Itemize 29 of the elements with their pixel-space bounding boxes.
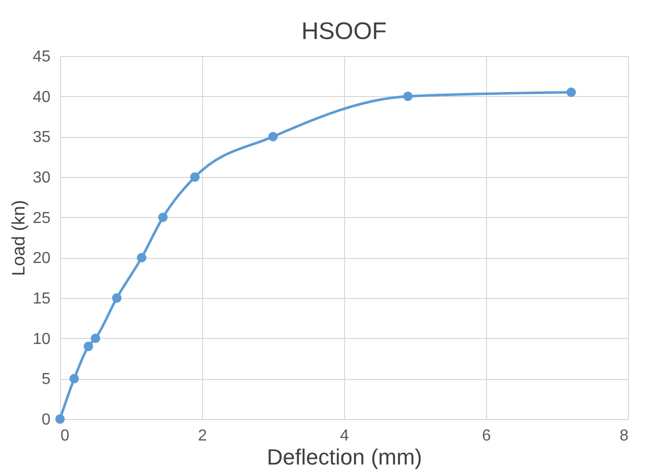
y-tick-label: 5 <box>42 371 51 388</box>
y-tick-label: 20 <box>32 250 51 268</box>
y-tick-label: 40 <box>32 88 51 106</box>
point <box>84 342 94 352</box>
x-tick-label: 6 <box>482 428 492 444</box>
y-tick-label: 25 <box>32 210 51 227</box>
y-tick-label: 30 <box>32 170 51 186</box>
point <box>136 252 146 262</box>
chart-title: HSOOF <box>301 18 387 45</box>
y-tick-label: 15 <box>32 290 51 308</box>
y-tick-label: 45 <box>32 48 51 66</box>
x-tick-label: 2 <box>198 428 208 444</box>
x-tick-label: 4 <box>340 428 350 444</box>
point <box>190 172 200 182</box>
y-axis-title: Load (kn) <box>8 200 29 276</box>
y-tick-label: 10 <box>32 330 51 348</box>
point <box>566 88 576 98</box>
x-tick-label: 8 <box>620 428 629 444</box>
point <box>268 132 278 142</box>
point <box>112 293 122 303</box>
point <box>55 414 65 424</box>
x-axis-title: Deflection (mm) <box>266 444 422 470</box>
point <box>69 374 79 384</box>
x-tick-label: 0 <box>60 428 70 444</box>
point <box>90 334 100 344</box>
point <box>158 212 168 222</box>
y-tick-label: 0 <box>42 412 51 428</box>
point <box>403 92 413 102</box>
y-tick-label: 35 <box>32 129 51 146</box>
